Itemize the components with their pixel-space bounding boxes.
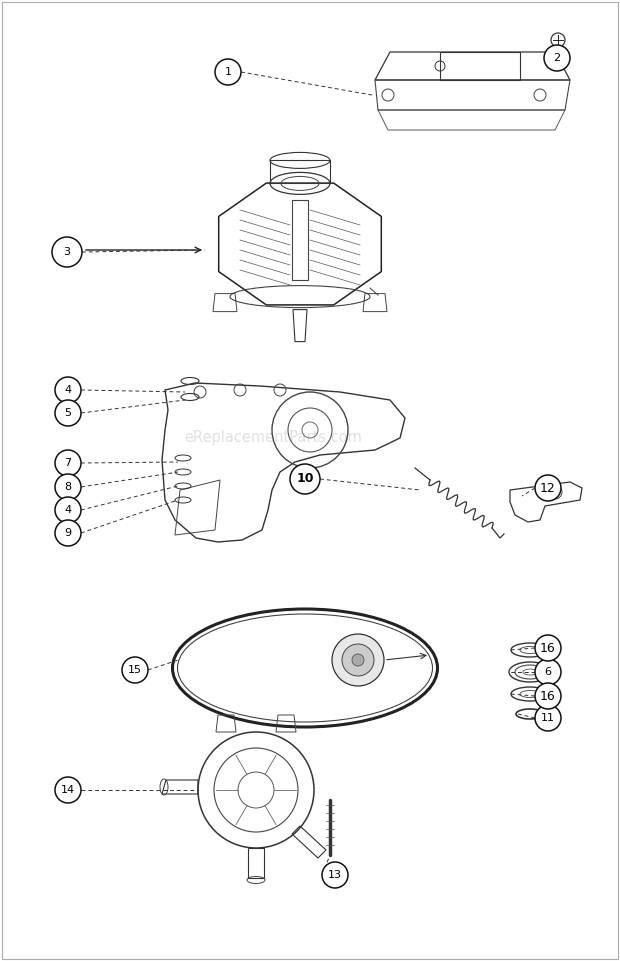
Text: 15: 15 bbox=[128, 665, 142, 675]
Polygon shape bbox=[555, 47, 561, 58]
Text: 11: 11 bbox=[541, 713, 555, 723]
Circle shape bbox=[535, 475, 561, 501]
Circle shape bbox=[322, 862, 348, 888]
Circle shape bbox=[332, 634, 384, 686]
Text: 14: 14 bbox=[61, 785, 75, 795]
Circle shape bbox=[535, 635, 561, 661]
Circle shape bbox=[55, 520, 81, 546]
Text: 4: 4 bbox=[64, 385, 71, 395]
Text: 3: 3 bbox=[63, 247, 71, 257]
Text: 7: 7 bbox=[64, 458, 71, 468]
Circle shape bbox=[55, 400, 81, 426]
Text: 2: 2 bbox=[554, 53, 560, 63]
Text: 8: 8 bbox=[64, 482, 71, 492]
Circle shape bbox=[215, 59, 241, 85]
Circle shape bbox=[55, 497, 81, 523]
Circle shape bbox=[55, 450, 81, 476]
Circle shape bbox=[52, 237, 82, 267]
Text: 9: 9 bbox=[64, 528, 71, 538]
Circle shape bbox=[544, 45, 570, 71]
Circle shape bbox=[55, 474, 81, 500]
Circle shape bbox=[290, 464, 320, 494]
Circle shape bbox=[55, 377, 81, 403]
Circle shape bbox=[535, 659, 561, 685]
Text: 16: 16 bbox=[540, 689, 556, 702]
Circle shape bbox=[342, 644, 374, 676]
Text: 1: 1 bbox=[224, 67, 231, 77]
Text: 16: 16 bbox=[540, 642, 556, 654]
Text: 4: 4 bbox=[64, 505, 71, 515]
Text: 6: 6 bbox=[544, 667, 552, 677]
Text: 5: 5 bbox=[64, 408, 71, 418]
Text: 12: 12 bbox=[540, 481, 556, 495]
Text: eReplacementParts.com: eReplacementParts.com bbox=[184, 430, 361, 445]
Circle shape bbox=[535, 705, 561, 731]
Circle shape bbox=[535, 683, 561, 709]
Text: 10: 10 bbox=[296, 473, 314, 485]
Text: 13: 13 bbox=[328, 870, 342, 880]
Circle shape bbox=[55, 777, 81, 803]
Circle shape bbox=[122, 657, 148, 683]
Circle shape bbox=[352, 654, 364, 666]
